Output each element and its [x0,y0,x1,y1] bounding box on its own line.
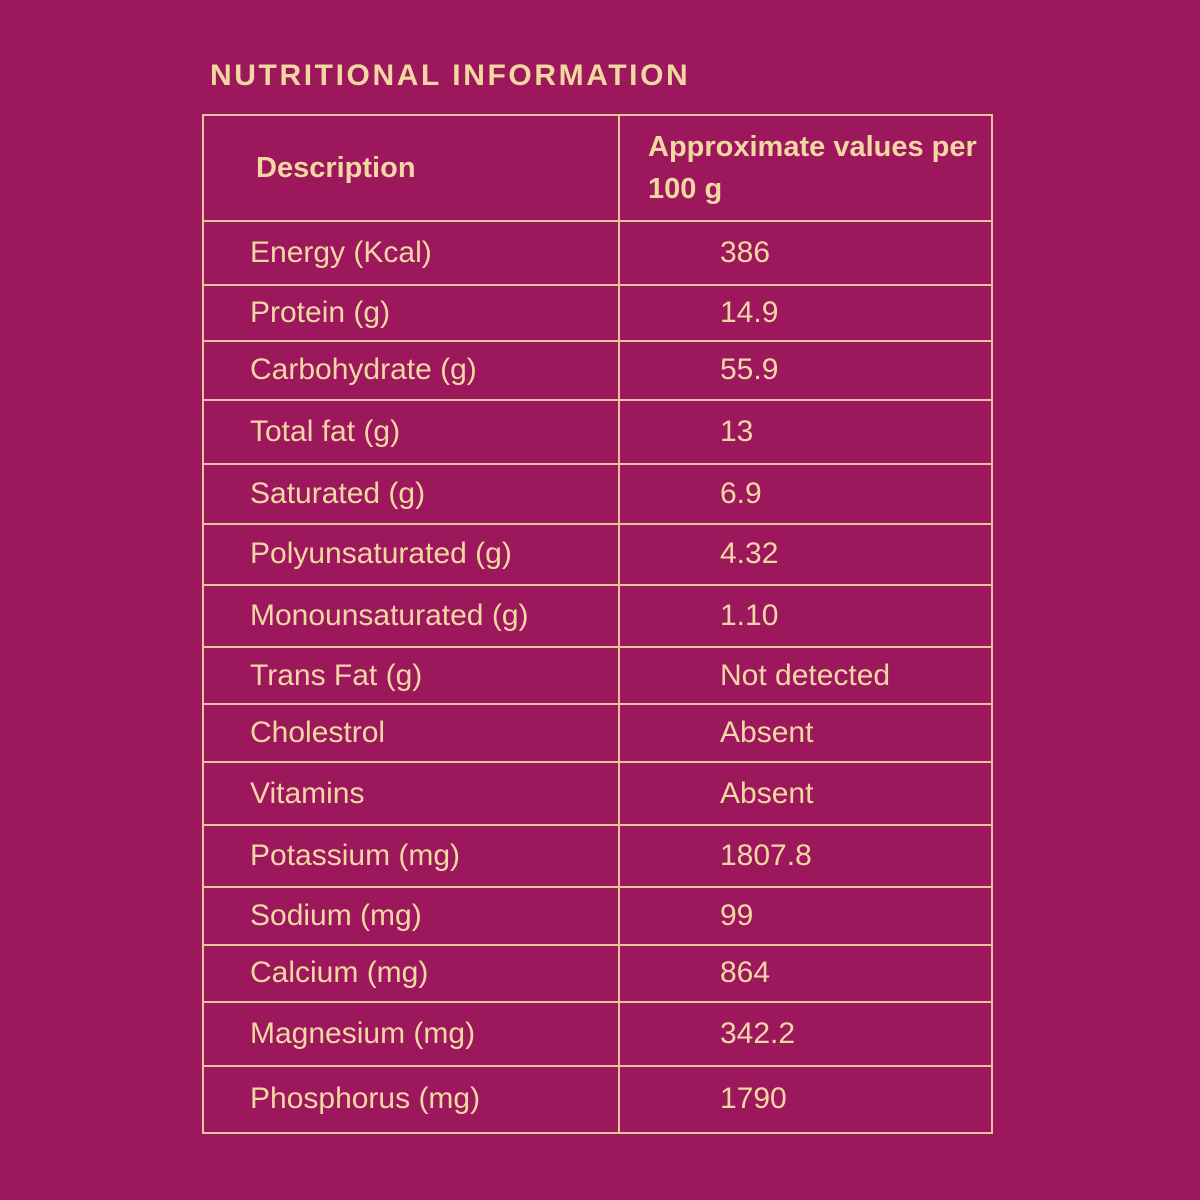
nutrient-value-cell: Absent [618,761,993,827]
table-row: Monounsaturated (g) 1.10 [202,583,993,649]
nutrient-value-cell: 99 [618,886,993,946]
nutrient-value-cell: 1.10 [618,583,993,649]
table-row: Saturated (g) 6.9 [202,462,993,525]
table-row: Vitamins Absent [202,761,993,827]
table-row: Sodium (mg) 99 [202,886,993,946]
table-row: Energy (Kcal) 386 [202,220,993,287]
nutrient-name-cell: Potassium (mg) [202,824,620,889]
nutrient-name-cell: Polyunsaturated (g) [202,522,620,586]
table-row: Potassium (mg) 1807.8 [202,824,993,889]
nutrient-name-cell: Vitamins [202,761,620,827]
nutrient-value-cell: Absent [618,703,993,764]
nutrient-name-cell: Total fat (g) [202,398,620,465]
nutrient-name-cell: Magnesium (mg) [202,1000,620,1067]
nutrient-name-cell: Cholestrol [202,703,620,764]
table-row: Phosphorus (mg) 1790 [202,1064,993,1135]
column-header-description: Description [202,113,620,223]
table-row: Total fat (g) 13 [202,398,993,465]
nutrient-name-cell: Sodium (mg) [202,886,620,946]
nutrition-table: Description Approximate values per 100 g… [202,113,993,1135]
nutrient-value-cell: 386 [618,220,993,287]
nutrient-value-cell: 55.9 [618,340,993,401]
nutrition-table-body: Description Approximate values per 100 g… [202,113,993,1135]
nutrient-value-cell: 1807.8 [618,824,993,889]
nutrient-value-cell: 342.2 [618,1000,993,1067]
nutrient-name-cell: Protein (g) [202,284,620,343]
table-row: Trans Fat (g) Not detected [202,645,993,706]
nutrient-value-cell: 1790 [618,1064,993,1135]
nutrient-value-cell: 6.9 [618,462,993,525]
nutrient-name-cell: Trans Fat (g) [202,645,620,706]
nutrient-name-cell: Calcium (mg) [202,943,620,1003]
nutrient-name-cell: Carbohydrate (g) [202,340,620,401]
column-header-approximate-values: Approximate values per 100 g [618,113,993,223]
table-row: Protein (g) 14.9 [202,284,993,343]
nutrient-value-cell: 864 [618,943,993,1003]
table-row: Polyunsaturated (g) 4.32 [202,522,993,586]
nutrient-name-cell: Saturated (g) [202,462,620,525]
nutrient-name-cell: Phosphorus (mg) [202,1064,620,1135]
nutrient-value-cell: 4.32 [618,522,993,586]
table-row: Carbohydrate (g) 55.9 [202,340,993,401]
table-row: Cholestrol Absent [202,703,993,764]
nutrient-name-cell: Monounsaturated (g) [202,583,620,649]
nutrient-value-cell: 14.9 [618,284,993,343]
table-row: Calcium (mg) 864 [202,943,993,1003]
table-header-row: Description Approximate values per 100 g [202,113,993,223]
nutrient-name-cell: Energy (Kcal) [202,220,620,287]
page-title: NUTRITIONAL INFORMATION [210,59,691,92]
nutrient-value-cell: Not detected [618,645,993,706]
nutrient-value-cell: 13 [618,398,993,465]
table-row: Magnesium (mg) 342.2 [202,1000,993,1067]
